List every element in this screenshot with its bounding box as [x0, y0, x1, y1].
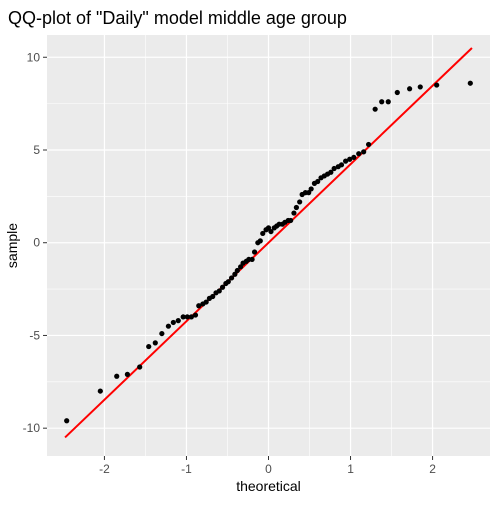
sample-point: [291, 210, 297, 216]
chart-title: QQ-plot of "Daily" model middle age grou…: [8, 8, 347, 28]
sample-point: [361, 149, 367, 155]
sample-point: [232, 271, 238, 277]
sample-point: [257, 238, 263, 244]
y-tick-label: 10: [27, 50, 41, 64]
y-tick-label: 5: [33, 143, 40, 157]
sample-point: [308, 186, 314, 192]
y-tick-label: -10: [23, 421, 41, 435]
sample-point: [203, 299, 209, 305]
sample-point: [251, 249, 258, 255]
sample-point: [225, 279, 231, 285]
sample-point: [234, 267, 240, 274]
reference-line: [64, 47, 473, 439]
x-tick-label: 0: [265, 462, 272, 476]
sample-point: [238, 264, 244, 270]
sample-point: [434, 82, 440, 88]
sample-point: [394, 89, 400, 96]
x-tick-label: 1: [347, 462, 354, 476]
y-axis: -10 -5 0 5 10: [23, 50, 47, 435]
x-axis: -2 -1 0 1 2: [99, 456, 436, 476]
y-axis-title: sample: [4, 223, 20, 268]
sample-point: [196, 303, 202, 309]
sample-point: [331, 165, 337, 172]
sample-point: [347, 156, 353, 162]
sample-point: [188, 314, 194, 320]
grid-major: [47, 35, 490, 456]
sample-point: [137, 364, 143, 370]
reference-line-layer: [64, 47, 473, 439]
sample-point: [152, 340, 158, 346]
sample-point: [372, 106, 378, 112]
sample-point: [265, 225, 272, 231]
sample-point: [210, 293, 216, 300]
x-tick-label: -2: [99, 462, 110, 476]
sample-point: [407, 86, 413, 92]
sample-point: [260, 230, 266, 237]
sample-point: [124, 371, 130, 377]
sample-point: [216, 288, 222, 294]
sample-point: [170, 319, 176, 326]
y-tick-label: 0: [33, 236, 40, 250]
sample-point: [64, 418, 70, 424]
sample-point: [338, 162, 345, 168]
sample-point: [351, 154, 357, 161]
sample-point: [228, 275, 235, 281]
sample-point: [417, 84, 423, 90]
x-tick-label: -1: [181, 462, 192, 476]
sample-point: [365, 141, 372, 148]
sample-point: [219, 284, 226, 290]
sample-point: [159, 330, 165, 337]
sample-point: [192, 312, 199, 318]
sample-point: [114, 373, 120, 379]
sample-point: [293, 204, 299, 211]
sample-point: [146, 343, 152, 350]
sample-points-layer: [64, 80, 473, 424]
sample-point: [249, 256, 255, 263]
sample-point: [175, 318, 181, 324]
x-axis-title: theoretical: [236, 478, 301, 494]
sample-point: [165, 323, 172, 329]
x-tick-label: 2: [429, 462, 436, 476]
sample-point: [467, 80, 473, 86]
sample-point: [379, 99, 385, 105]
sample-point: [343, 158, 349, 164]
sample-point: [328, 169, 334, 175]
sample-point: [297, 199, 303, 205]
sample-point: [97, 388, 103, 394]
sample-point: [385, 99, 391, 105]
sample-point: [268, 228, 274, 235]
sample-point: [356, 151, 362, 157]
sample-point: [315, 178, 321, 185]
sample-point: [288, 217, 294, 224]
sample-point: [306, 190, 312, 196]
y-tick-label: -5: [29, 328, 40, 342]
sample-point: [184, 314, 190, 320]
sample-point: [180, 314, 186, 320]
